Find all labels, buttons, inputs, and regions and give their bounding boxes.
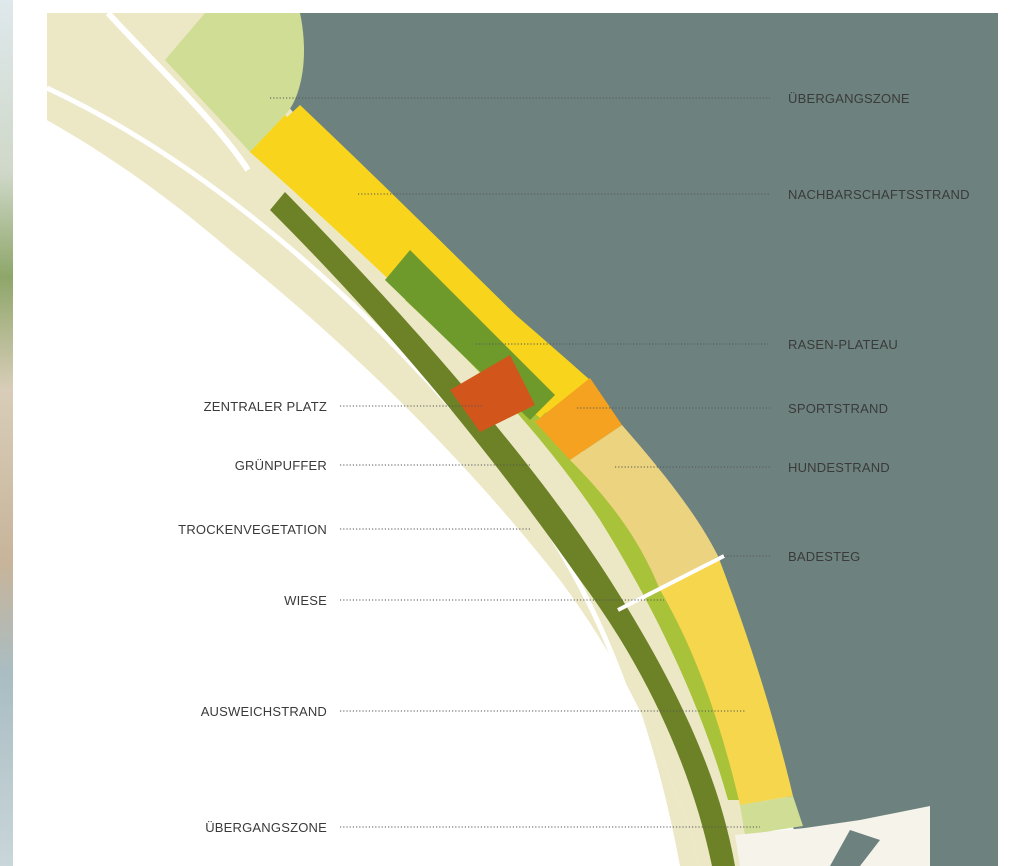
label-hundestrand: HUNDESTRAND xyxy=(788,460,890,475)
label-badesteg: BADESTEG xyxy=(788,549,860,564)
zone-sports-beach xyxy=(535,378,622,460)
zone-transition-bottom xyxy=(740,796,803,835)
zone-dog-beach xyxy=(570,425,718,590)
zone-transition-top xyxy=(165,13,305,152)
label-trockenvegetation: TROCKENVEGETATION xyxy=(178,522,327,537)
path-line-upper xyxy=(105,10,251,172)
label-nachbarschaftsstrand: NACHBARSCHAFTSSTRAND xyxy=(788,187,970,202)
label-uebergangszone-top: ÜBERGANGSZONE xyxy=(788,91,910,106)
label-zentraler-platz: ZENTRALER PLATZ xyxy=(204,399,327,414)
bathing-jetty xyxy=(617,554,725,612)
label-uebergangszone-bottom: ÜBERGANGSZONE xyxy=(205,820,327,835)
zone-central-square xyxy=(450,355,535,432)
label-wiese: WIESE xyxy=(284,593,327,608)
pale-band-inner xyxy=(47,80,700,866)
zone-alternative-beach xyxy=(660,556,793,805)
bottom-structure xyxy=(735,806,930,866)
label-gruenpuffer: GRÜNPUFFER xyxy=(235,458,327,473)
label-sportstrand: SPORTSTRAND xyxy=(788,401,888,416)
photo-strip xyxy=(0,0,13,866)
label-ausweichstrand: AUSWEICHSTRAND xyxy=(201,704,327,719)
label-rasen-plateau: RASEN-PLATEAU xyxy=(788,337,898,352)
